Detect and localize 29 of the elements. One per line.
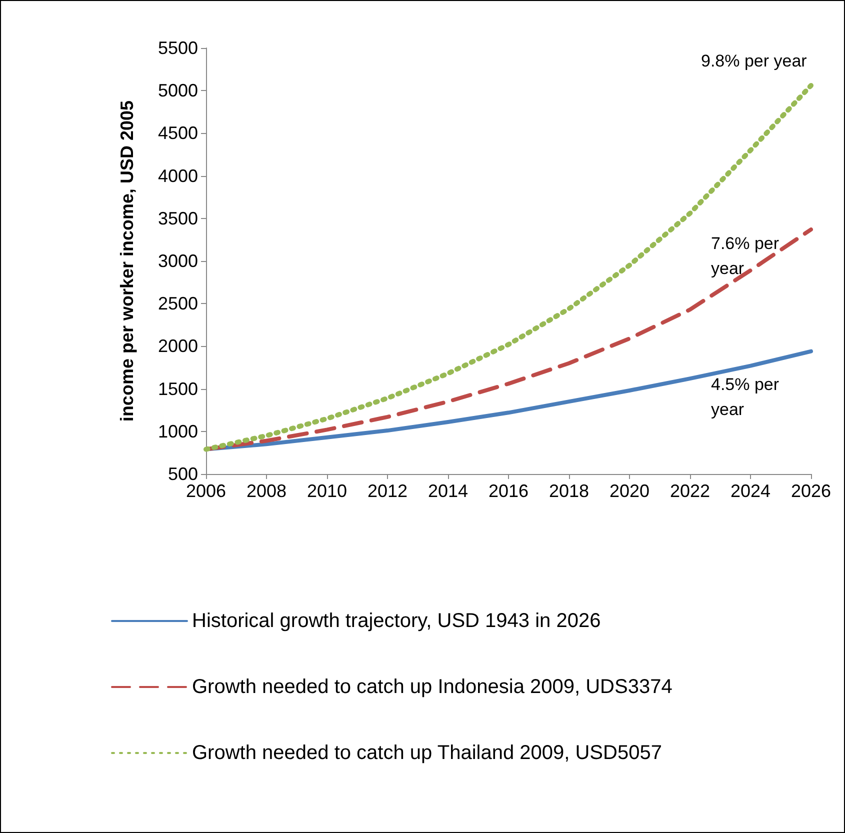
x-tick-label: 2022 [670, 481, 710, 501]
y-tick-label: 4500 [158, 123, 198, 144]
x-tick-label: 2014 [428, 481, 468, 501]
annotation: 9.8% per year [701, 52, 808, 70]
x-tick-label: 2024 [730, 481, 771, 501]
x-tick-label: 2018 [548, 481, 590, 501]
annotation: 7.6% per year [711, 234, 784, 278]
y-tick-label: 2500 [158, 294, 198, 314]
y-tick-label: 500 [168, 464, 198, 484]
y-tick-label: 2000 [158, 336, 198, 356]
y-axis-title: income per worker income, USD 2005 [117, 100, 137, 422]
x-tick-label: 2026 [790, 481, 832, 501]
legend-label: Growth needed to catch up Indonesia 2009, UDS3374 [192, 676, 672, 698]
y-tick-label: 5000 [158, 80, 198, 101]
y-tick-label: 1000 [158, 421, 198, 442]
x-tick-label: 2016 [488, 481, 529, 501]
y-tick-label: 1500 [158, 378, 198, 399]
x-tick-label: 2012 [367, 481, 408, 501]
y-tick-label: 4000 [158, 166, 198, 186]
y-tick-label: 5500 [158, 38, 198, 58]
x-tick-label: 2010 [306, 481, 348, 501]
x-tick-label: 2006 [186, 481, 226, 501]
y-tick-label: 3000 [158, 251, 198, 271]
y-tick-label: 3500 [158, 208, 198, 228]
annotation: 4.5% per year [711, 375, 784, 419]
legend-label: Historical growth trajectory, USD 1943 in 2026 [192, 610, 601, 632]
x-tick-label: 2008 [246, 481, 287, 501]
legend-label: Growth needed to catch up Thailand 2009, USD5057 [192, 742, 662, 764]
x-tick-label: 2020 [609, 481, 650, 501]
